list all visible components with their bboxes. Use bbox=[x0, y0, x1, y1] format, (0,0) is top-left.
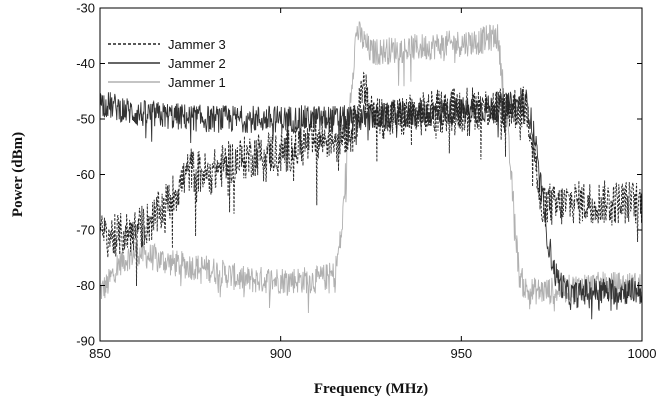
x-tick-label: 900 bbox=[270, 346, 292, 361]
series-line-jammer-2 bbox=[99, 89, 643, 320]
y-tick-label: -70 bbox=[76, 223, 95, 238]
series-line-jammer-3 bbox=[99, 71, 643, 287]
y-tick-label: -30 bbox=[76, 1, 95, 16]
legend: Jammer 3 Jammer 2 Jammer 1 bbox=[108, 37, 226, 90]
legend-label: Jammer 1 bbox=[168, 75, 226, 90]
y-tick-label: -60 bbox=[76, 167, 95, 182]
y-tick-label: -90 bbox=[76, 334, 95, 349]
legend-label: Jammer 2 bbox=[168, 56, 226, 71]
y-tick-label: -50 bbox=[76, 112, 95, 127]
y-tick-label: -80 bbox=[76, 278, 95, 293]
x-tick-label: 950 bbox=[450, 346, 472, 361]
x-axis-title: Frequency (MHz) bbox=[314, 381, 428, 397]
x-axis: 850 900 950 1000 bbox=[89, 8, 656, 361]
x-tick-label: 850 bbox=[89, 346, 111, 361]
x-tick-label: 1000 bbox=[628, 346, 657, 361]
legend-label: Jammer 3 bbox=[168, 37, 226, 52]
y-axis-title: Power (dBm) bbox=[10, 132, 26, 217]
y-tick-label: -40 bbox=[76, 56, 95, 71]
y-axis: -30 -40 -50 -60 -70 -80 -90 bbox=[76, 1, 642, 349]
series-line-jammer-1 bbox=[99, 21, 643, 314]
plot-lines bbox=[99, 21, 643, 320]
